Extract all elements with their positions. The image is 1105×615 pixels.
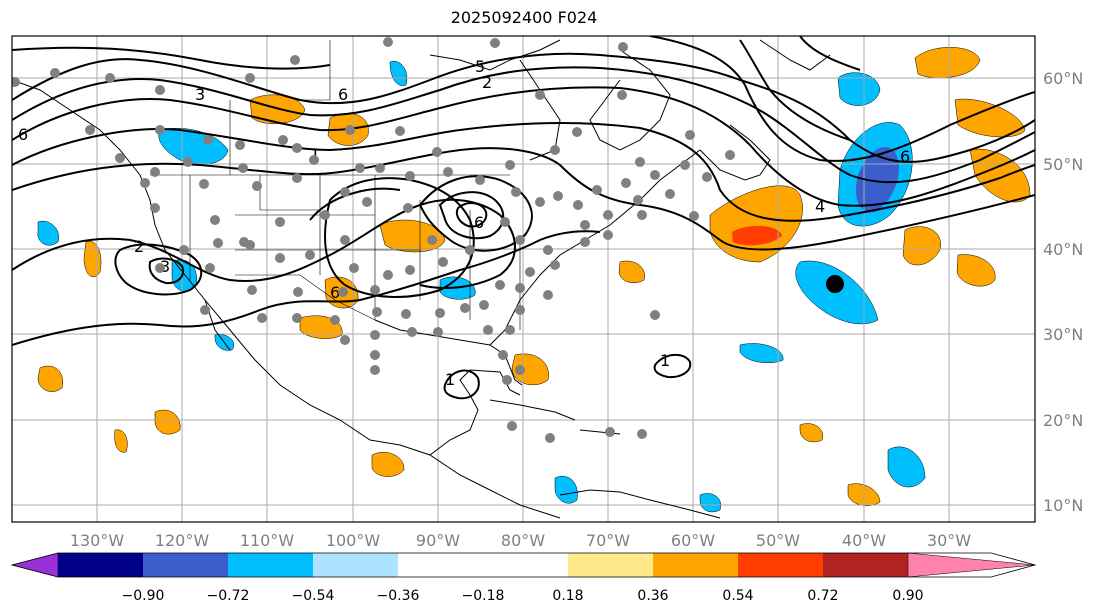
lon-label: 80°W	[501, 531, 545, 550]
colorbar-ticks: −0.90 −0.72 −0.54 −0.36 −0.18 0.18 0.36 …	[122, 588, 924, 604]
lat-label: 30°N	[1043, 325, 1083, 344]
station-markers	[12, 37, 735, 443]
lon-label: 50°W	[756, 531, 800, 550]
colorbar-segment	[823, 553, 908, 577]
lat-label: 20°N	[1043, 411, 1083, 430]
colorbar-segment	[653, 553, 738, 577]
colorbar-segment	[313, 553, 398, 577]
colorbar-segment	[568, 553, 653, 577]
colorbar-tick: −0.72	[207, 588, 250, 604]
colorbar-segment	[907, 552, 1036, 578]
contours	[12, 36, 1035, 400]
colorbar-segment	[398, 553, 483, 577]
colorbar-segment	[143, 553, 228, 577]
lon-label: 110°W	[240, 531, 295, 550]
colorbar-tick: −0.18	[462, 588, 505, 604]
colorbar-tick: −0.36	[377, 588, 420, 604]
contour-label: 6	[474, 213, 484, 232]
colorbar-tick: −0.54	[292, 588, 335, 604]
lon-label: 100°W	[326, 531, 381, 550]
lon-label: 120°W	[155, 531, 210, 550]
lon-label: 60°W	[671, 531, 715, 550]
colorbar-segment	[11, 552, 59, 578]
contour-label: 5	[475, 57, 485, 76]
lat-label: 50°N	[1043, 155, 1083, 174]
contour-label: 6	[330, 283, 340, 302]
colorbar-segment	[58, 553, 143, 577]
storm-center-marker	[826, 275, 844, 293]
colorbar-tick: 0.18	[552, 588, 583, 604]
colorbar-tick: 0.90	[892, 588, 923, 604]
lon-label: 130°W	[70, 531, 125, 550]
contour-label: 4	[815, 197, 825, 216]
colorbar-tick: 0.36	[637, 588, 668, 604]
lon-label: 70°W	[586, 531, 630, 550]
lon-label: 30°W	[927, 531, 971, 550]
colorbar-outline	[10, 552, 1037, 578]
lon-label: 90°W	[416, 531, 460, 550]
map-frame	[11, 35, 1036, 523]
lat-label: 60°N	[1043, 69, 1083, 88]
contour-label: 2	[134, 237, 144, 256]
contour-label: 1	[660, 351, 670, 370]
coastlines	[12, 39, 831, 519]
colorbar-segment	[483, 553, 568, 577]
contour-label: 3	[195, 85, 205, 104]
latitude-labels: 60°N 50°N 40°N 30°N 20°N 10°N	[1043, 69, 1083, 515]
colorbar-tick: 0.72	[807, 588, 838, 604]
colorbar-segment	[228, 553, 313, 577]
contour-label: 2	[482, 73, 492, 92]
contour-label: 1	[310, 145, 320, 164]
contour-label: 6	[18, 125, 28, 144]
contour-label: 6	[900, 147, 910, 166]
lon-label: 40°W	[842, 531, 886, 550]
longitude-labels: 130°W 120°W 110°W 100°W 90°W 80°W 70°W 6…	[70, 531, 971, 550]
map-title: 2025092400 F024	[450, 8, 598, 27]
anomaly-shading	[37, 47, 1031, 513]
graticule	[12, 36, 1035, 522]
lat-label: 40°N	[1043, 240, 1083, 259]
colorbar-segment	[738, 553, 823, 577]
contour-label: 6	[338, 85, 348, 104]
contour-labels: 6 5 2 3 6 1 6 2 3 6 4 6 1 1	[18, 57, 910, 389]
colorbar-tick: −0.90	[122, 588, 165, 604]
contour-label: 3	[160, 257, 170, 276]
colorbar-tick: 0.54	[722, 588, 753, 604]
lat-label: 10°N	[1043, 496, 1083, 515]
colorbar	[10, 552, 1037, 578]
contour-label: 1	[445, 370, 455, 389]
